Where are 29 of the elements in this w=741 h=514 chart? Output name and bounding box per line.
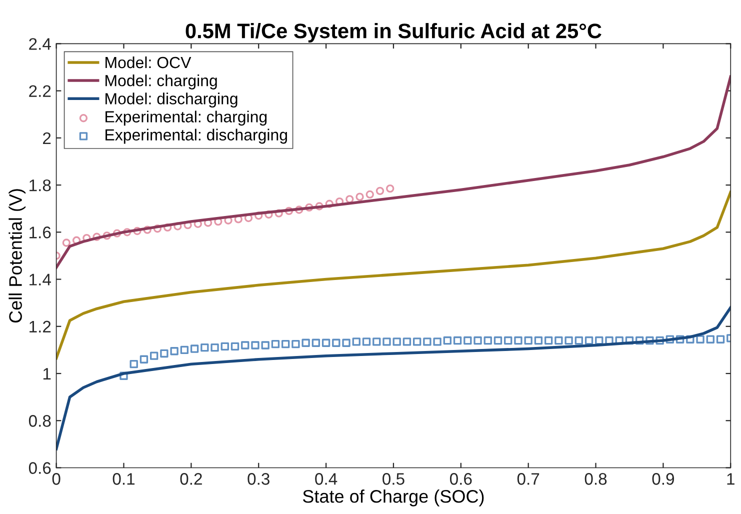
legend-label: Experimental: charging xyxy=(106,110,267,126)
chart-title: 0.5M Ti/Ce System in Sulfuric Acid at 25°C xyxy=(186,23,602,42)
x-tick-label: 0.4 xyxy=(315,473,338,485)
y-tick-label: 1 xyxy=(43,368,51,380)
legend-label: Model: discharging xyxy=(106,92,238,108)
y-tick-label: 2 xyxy=(43,132,51,144)
legend-label: Model: OCV xyxy=(106,56,192,68)
x-tick-label: 1 xyxy=(727,473,734,485)
x-axis-title: State of Charge (SOC) xyxy=(302,490,484,506)
x-tick-label: 0.1 xyxy=(112,473,135,485)
y-tick-label: 2.4 xyxy=(29,38,51,50)
y-tick-label: 0.8 xyxy=(28,415,51,427)
x-tick-label: 0.9 xyxy=(652,473,674,485)
x-tick-label: 0.5 xyxy=(382,473,404,485)
y-tick-label: 2.2 xyxy=(29,85,51,97)
y-axis-title: Cell Potential (V) xyxy=(8,189,26,323)
x-tick-label: 0.2 xyxy=(180,473,202,485)
y-tick-label: 1.6 xyxy=(30,226,51,238)
x-tick-label: 0 xyxy=(52,473,60,485)
x-tick-label: 0.3 xyxy=(248,473,270,485)
legend-label: Model: charging xyxy=(106,74,217,90)
y-tick-label: 1.8 xyxy=(30,179,51,192)
x-tick-label: 0.8 xyxy=(584,473,607,485)
x-tick-label: 0.7 xyxy=(517,473,540,485)
x-tick-label: 0.6 xyxy=(450,473,472,485)
legend-label: Experimental: discharging xyxy=(106,128,287,144)
y-tick-label: 0.6 xyxy=(28,462,51,474)
y-tick-label: 1.2 xyxy=(30,320,51,332)
y-tick-label: 1.4 xyxy=(30,274,51,286)
